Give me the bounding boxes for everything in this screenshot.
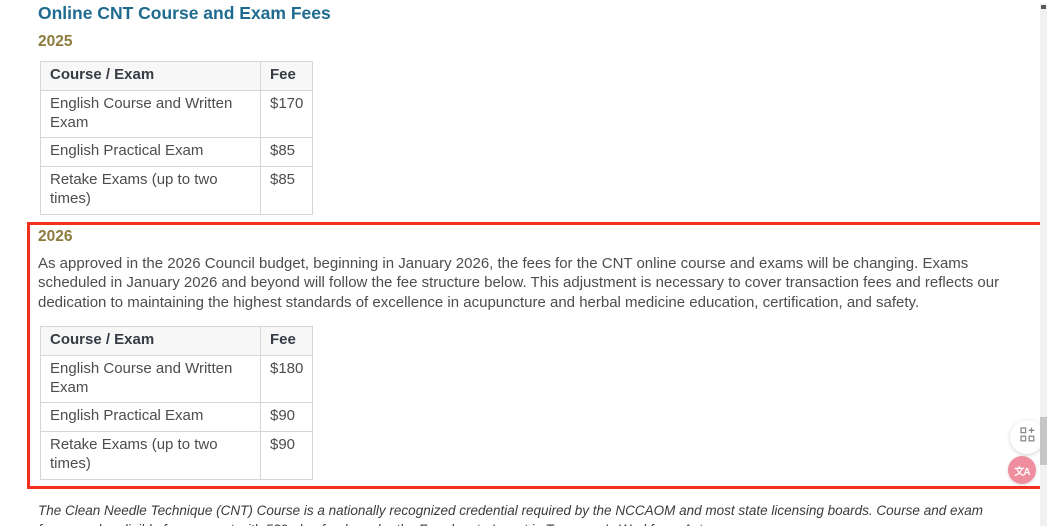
translate-icon: 文A bbox=[1014, 466, 1030, 478]
disclaimer-bold-may: may bbox=[67, 522, 94, 526]
table-row: English Course and Written Exam $180 bbox=[40, 354, 314, 404]
course-cell: English Course and Written Exam bbox=[40, 89, 261, 139]
course-cell: English Course and Written Exam bbox=[40, 354, 261, 404]
table-header-row: Course / Exam Fee bbox=[40, 326, 314, 356]
table-header-row: Course / Exam Fee bbox=[40, 61, 314, 91]
translate-widget-button[interactable]: 文A bbox=[1008, 456, 1036, 484]
page-title: Online CNT Course and Exam Fees bbox=[38, 3, 331, 23]
fee-cell: $90 bbox=[259, 431, 314, 480]
scrollbar-track[interactable] bbox=[1040, 3, 1047, 526]
course-cell: English Practical Exam bbox=[40, 402, 261, 432]
fee-table-2025: Course / Exam Fee English Course and Wri… bbox=[40, 61, 314, 215]
fee-cell: $170 bbox=[259, 89, 314, 139]
fee-cell: $180 bbox=[259, 354, 314, 404]
course-cell: Retake Exams (up to two times) bbox=[40, 166, 261, 215]
table-row: Retake Exams (up to two times) $90 bbox=[40, 431, 314, 480]
scrollbar-thumb[interactable] bbox=[1040, 417, 1047, 465]
scrollbar-top-mark bbox=[1041, 5, 1046, 9]
apps-plus-icon bbox=[1019, 427, 1035, 447]
column-header-fee: Fee bbox=[259, 326, 314, 356]
fee-table-2026: Course / Exam Fee English Course and Wri… bbox=[40, 326, 314, 480]
apps-widget-button[interactable] bbox=[1010, 420, 1044, 454]
heading-2026: 2026 bbox=[38, 227, 73, 245]
fee-cell: $90 bbox=[259, 402, 314, 432]
column-header-course: Course / Exam bbox=[40, 61, 261, 91]
fee-cell: $85 bbox=[259, 166, 314, 215]
fee-cell: $85 bbox=[259, 137, 314, 167]
course-cell: Retake Exams (up to two times) bbox=[40, 431, 261, 480]
table-row: English Course and Written Exam $170 bbox=[40, 89, 314, 139]
disclaimer-text: be eligible for payment with 529 plan fu… bbox=[94, 522, 706, 526]
red-annotation-box: 2026 As approved in the 2026 Council bud… bbox=[27, 221, 1043, 489]
course-cell: English Practical Exam bbox=[40, 137, 261, 167]
table-row: English Practical Exam $90 bbox=[40, 402, 314, 432]
column-header-course: Course / Exam bbox=[40, 326, 261, 356]
table-row: Retake Exams (up to two times) $85 bbox=[40, 166, 314, 215]
disclaimer-529-eligibility: The Clean Needle Technique (CNT) Course … bbox=[38, 501, 1006, 526]
table-row: English Practical Exam $85 bbox=[40, 137, 314, 167]
column-header-fee: Fee bbox=[259, 61, 314, 91]
disclaimer-text: The Clean Needle Technique (CNT) Course … bbox=[38, 502, 983, 526]
heading-2025: 2025 bbox=[38, 33, 73, 50]
fee-change-paragraph: As approved in the 2026 Council budget, … bbox=[38, 254, 1000, 311]
